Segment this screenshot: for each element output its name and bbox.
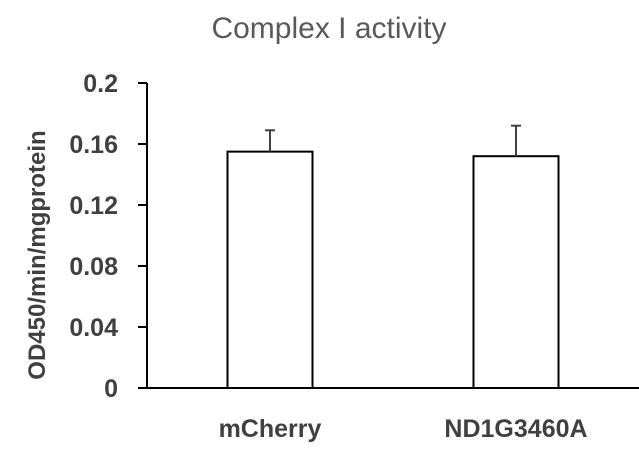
y-tick-label: 0.2 — [83, 70, 118, 98]
y-tick-label: 0 — [104, 375, 118, 403]
y-tick-label: 0.12 — [69, 192, 118, 220]
y-tick-label: 0.04 — [69, 314, 118, 342]
x-category-label: ND1G3460A — [444, 415, 587, 443]
bar-ND1G3460A — [474, 156, 559, 388]
bar-mCherry — [228, 152, 313, 388]
y-tick-label: 0.08 — [69, 253, 118, 281]
y-axis-label: OD450/min/mgprotein — [24, 130, 51, 379]
x-category-label: mCherry — [219, 415, 322, 443]
plot-area: 0 0.04 0.08 0.12 0.16 0.2 mCherry ND1G3460A — [69, 70, 639, 443]
chart-title: Complex I activity — [211, 12, 446, 45]
y-tick-label: 0.16 — [69, 131, 118, 159]
